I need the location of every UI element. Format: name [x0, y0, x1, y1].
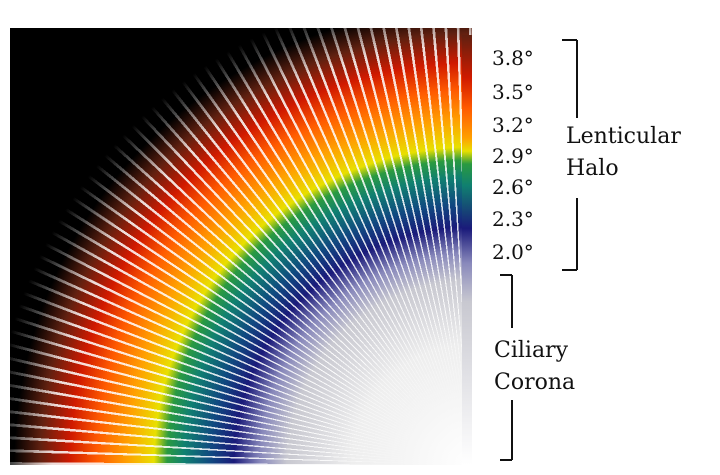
- scale-tick: 3.8°: [492, 47, 534, 69]
- page: 3.8° 3.5° 3.2° 2.9° 2.6° 2.3° 2.0° Lenti…: [0, 0, 720, 475]
- scale-tick: 3.2°: [492, 114, 534, 136]
- bracket-label: Lenticular: [566, 122, 681, 152]
- brackets: [0, 0, 720, 475]
- scale-tick: 3.5°: [492, 81, 534, 103]
- scale-tick: 2.3°: [492, 208, 534, 230]
- scale-tick: 2.0°: [492, 241, 534, 263]
- bracket-label: Corona: [494, 368, 575, 398]
- bracket-label: Halo: [566, 154, 619, 184]
- bracket-label: Ciliary: [494, 336, 568, 366]
- scale-tick: 2.6°: [492, 176, 534, 198]
- scale-tick: 2.9°: [492, 145, 534, 167]
